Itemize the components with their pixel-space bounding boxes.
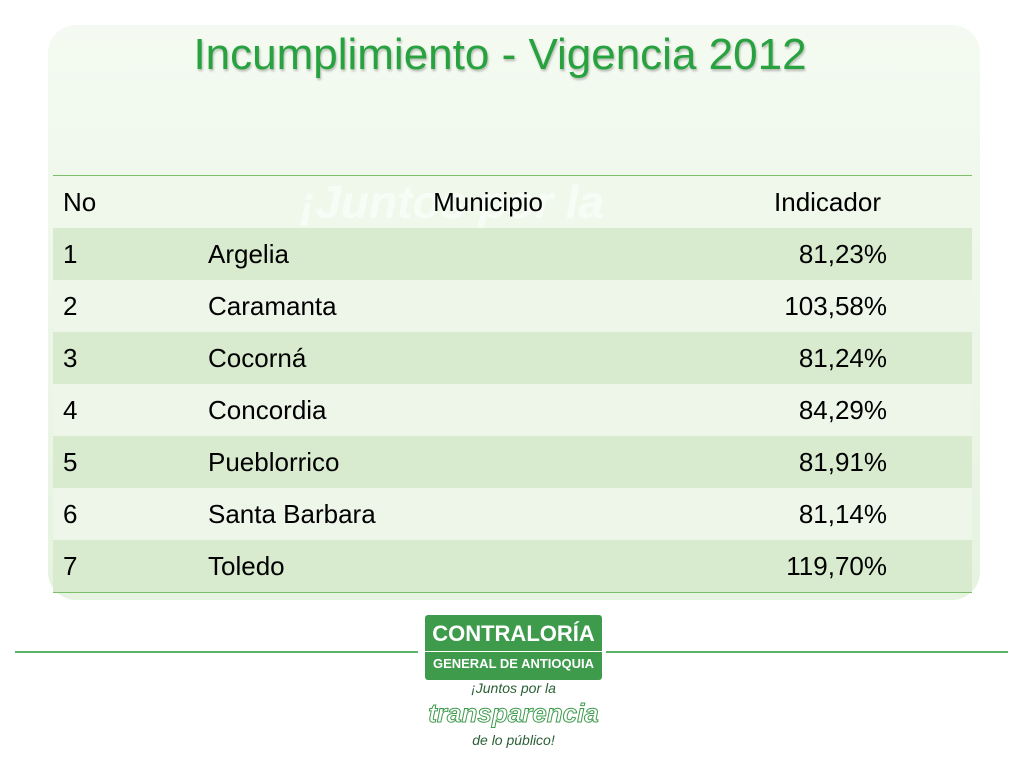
column-header: Municipio (433, 186, 543, 217)
logo: CONTRALORÍA GENERAL DE ANTIOQUIA (425, 615, 602, 680)
table-row: 2 Caramanta 103,58% (53, 280, 972, 332)
slogan: transparencia (428, 698, 600, 729)
column-header: Indicador (774, 186, 881, 217)
table-row: 3 Cocorná 81,24% (53, 332, 972, 384)
watermark: ¡Juntos por la (300, 176, 605, 228)
table-cell: 81,23% (798, 238, 887, 269)
table-cell: Caramanta (208, 290, 337, 321)
table-cell: 81,14% (798, 498, 887, 529)
table-cell: Concordia (208, 394, 327, 425)
divider (15, 651, 418, 653)
slogan: ¡Juntos por la (471, 680, 556, 696)
table-cell: Santa Barbara (208, 498, 376, 529)
table-row: 5 Pueblorrico 81,91% (53, 436, 972, 488)
table-cell: 7 (63, 550, 78, 581)
column-header: No (63, 186, 97, 217)
table-cell: 103,58% (784, 290, 887, 321)
table-cell: 84,29% (798, 394, 887, 425)
table-row: 1 Argelia 81,23% (53, 228, 972, 280)
table-cell: 3 (63, 342, 78, 373)
slogan: de lo público! (472, 732, 555, 748)
panel (48, 25, 980, 600)
table-cell: Pueblorrico (208, 446, 340, 477)
watermark: transparencia (110, 267, 832, 390)
table-cell: 119,70% (786, 550, 887, 581)
table-cell: Cocorná (208, 342, 307, 373)
table: No Municipio Indicador 1 Argelia 81,23% 2 Cara… (53, 175, 972, 593)
header-row: No Municipio Indicador (53, 176, 972, 229)
watermark: de lo público! (280, 436, 683, 505)
table-cell: 5 (63, 446, 78, 477)
table-cell: 4 (63, 394, 78, 425)
table-row: 7 Toledo 119,70% (53, 540, 972, 593)
table-cell: Argelia (208, 238, 289, 269)
logo-text: CONTRALORÍA (432, 621, 595, 646)
table-row: 4 Concordia 84,29% (53, 384, 972, 436)
divider (606, 651, 1008, 653)
table-cell: 81,24% (798, 342, 887, 373)
title: Incumplimiento - Vigencia 2012 (193, 30, 807, 79)
table-cell: 2 (63, 290, 78, 321)
table-cell: 81,91% (798, 446, 887, 477)
table-cell: 6 (63, 498, 78, 529)
table-cell: 1 (63, 238, 78, 269)
table-row: 6 Santa Barbara 81,14% (53, 488, 972, 540)
table-cell: Toledo (208, 550, 285, 581)
logo-text: GENERAL DE ANTIOQUIA (425, 651, 602, 671)
